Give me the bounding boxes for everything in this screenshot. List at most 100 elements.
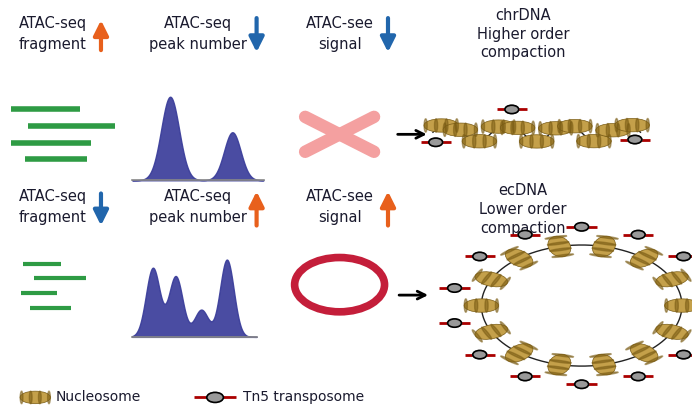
Ellipse shape xyxy=(48,391,51,403)
Ellipse shape xyxy=(462,134,497,148)
Ellipse shape xyxy=(653,277,663,290)
Ellipse shape xyxy=(577,134,611,148)
Text: signal: signal xyxy=(318,37,361,52)
Circle shape xyxy=(505,105,519,114)
Text: ATAC-seq: ATAC-seq xyxy=(164,16,232,31)
Text: ecDNA: ecDNA xyxy=(498,183,547,198)
Ellipse shape xyxy=(551,135,554,148)
Ellipse shape xyxy=(606,124,609,137)
Text: fragment: fragment xyxy=(19,210,87,225)
Ellipse shape xyxy=(464,299,499,312)
Text: ATAC-see: ATAC-see xyxy=(306,16,374,31)
Ellipse shape xyxy=(435,119,437,132)
Ellipse shape xyxy=(545,235,567,239)
Ellipse shape xyxy=(502,120,505,133)
Ellipse shape xyxy=(507,251,525,260)
Ellipse shape xyxy=(595,366,616,370)
Ellipse shape xyxy=(548,236,571,257)
Ellipse shape xyxy=(672,272,682,284)
Ellipse shape xyxy=(482,327,491,339)
Ellipse shape xyxy=(632,256,649,265)
Ellipse shape xyxy=(474,123,477,137)
Ellipse shape xyxy=(475,272,507,287)
Ellipse shape xyxy=(443,123,477,137)
Ellipse shape xyxy=(530,135,533,148)
Text: Nucleosome: Nucleosome xyxy=(56,391,141,404)
Ellipse shape xyxy=(653,322,663,334)
Text: peak number: peak number xyxy=(149,37,247,52)
Ellipse shape xyxy=(514,346,531,354)
Text: ATAC-see: ATAC-see xyxy=(306,189,374,204)
Ellipse shape xyxy=(39,391,41,403)
Ellipse shape xyxy=(590,354,611,357)
Ellipse shape xyxy=(549,122,552,135)
Ellipse shape xyxy=(552,354,574,357)
Circle shape xyxy=(429,138,443,147)
Ellipse shape xyxy=(520,261,538,270)
Ellipse shape xyxy=(482,120,484,133)
Ellipse shape xyxy=(424,119,459,132)
Circle shape xyxy=(207,393,223,402)
Ellipse shape xyxy=(639,351,656,360)
Ellipse shape xyxy=(520,135,523,148)
Ellipse shape xyxy=(645,247,663,255)
Ellipse shape xyxy=(626,261,643,270)
Ellipse shape xyxy=(29,391,32,403)
Ellipse shape xyxy=(505,344,533,362)
Ellipse shape xyxy=(675,299,678,312)
Text: compaction: compaction xyxy=(480,221,565,236)
Ellipse shape xyxy=(681,330,691,342)
Ellipse shape xyxy=(681,269,691,281)
Ellipse shape xyxy=(632,346,649,354)
Ellipse shape xyxy=(455,119,458,132)
Text: chrDNA: chrDNA xyxy=(495,8,551,23)
Ellipse shape xyxy=(625,119,629,132)
Ellipse shape xyxy=(577,134,580,148)
Text: ATAC-seq: ATAC-seq xyxy=(19,189,87,204)
Ellipse shape xyxy=(424,119,428,132)
Circle shape xyxy=(473,350,486,359)
Ellipse shape xyxy=(608,134,611,148)
Circle shape xyxy=(676,252,690,261)
Text: Lower order: Lower order xyxy=(479,202,567,217)
Circle shape xyxy=(631,230,645,239)
Ellipse shape xyxy=(545,372,567,375)
Ellipse shape xyxy=(464,299,467,312)
Ellipse shape xyxy=(462,134,466,148)
Ellipse shape xyxy=(500,121,535,134)
Circle shape xyxy=(574,380,588,388)
Ellipse shape xyxy=(550,248,571,251)
Text: peak number: peak number xyxy=(149,210,247,225)
Ellipse shape xyxy=(501,356,518,365)
Ellipse shape xyxy=(492,120,495,133)
Ellipse shape xyxy=(20,391,23,403)
Circle shape xyxy=(448,284,462,292)
Ellipse shape xyxy=(592,360,613,363)
Ellipse shape xyxy=(500,322,510,334)
Ellipse shape xyxy=(472,330,482,342)
Ellipse shape xyxy=(617,124,620,137)
Ellipse shape xyxy=(491,324,501,336)
Text: signal: signal xyxy=(318,210,361,225)
Ellipse shape xyxy=(596,124,631,137)
Ellipse shape xyxy=(589,119,592,133)
Ellipse shape xyxy=(597,134,601,148)
Ellipse shape xyxy=(547,242,569,245)
Ellipse shape xyxy=(541,135,543,148)
Ellipse shape xyxy=(20,391,51,403)
Ellipse shape xyxy=(656,324,688,339)
Ellipse shape xyxy=(538,122,573,135)
Ellipse shape xyxy=(663,324,672,336)
Circle shape xyxy=(676,350,690,359)
Ellipse shape xyxy=(590,254,611,257)
Text: Higher order: Higher order xyxy=(477,26,569,41)
Ellipse shape xyxy=(475,324,507,339)
Ellipse shape xyxy=(639,251,656,260)
Ellipse shape xyxy=(587,134,590,148)
Ellipse shape xyxy=(483,134,486,148)
Ellipse shape xyxy=(663,274,672,287)
Ellipse shape xyxy=(514,256,531,265)
Circle shape xyxy=(631,372,645,380)
Text: ATAC-seq: ATAC-seq xyxy=(19,16,87,31)
Ellipse shape xyxy=(579,119,581,133)
